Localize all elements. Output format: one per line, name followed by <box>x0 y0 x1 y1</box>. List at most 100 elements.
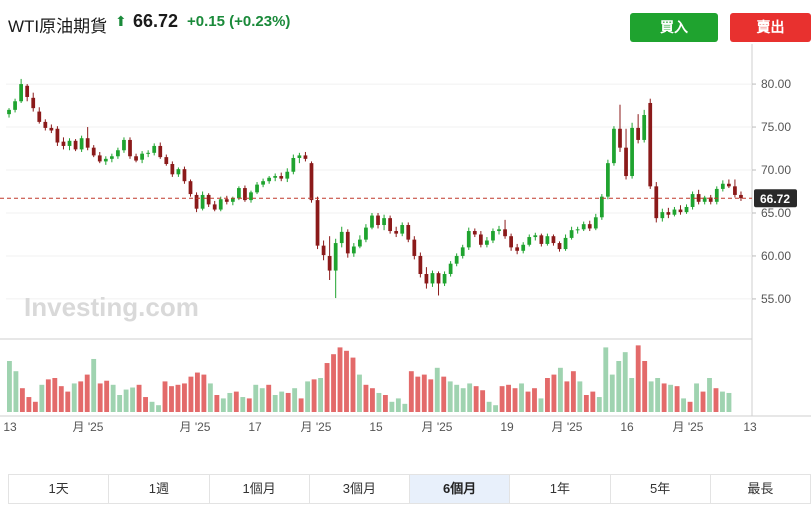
candle <box>122 137 126 153</box>
candle <box>376 212 380 229</box>
volume-bar <box>292 388 298 412</box>
volume-bar <box>389 401 395 412</box>
candle <box>279 172 284 182</box>
volume-bar <box>97 383 103 412</box>
candle <box>206 193 211 207</box>
volume-bar <box>344 350 349 412</box>
volume-bar <box>570 371 576 412</box>
candle <box>116 147 120 159</box>
candle-body <box>152 145 157 153</box>
candle-body <box>466 231 471 248</box>
y-tick-label: 55.00 <box>761 292 791 306</box>
timeframe-5[interactable]: 6個月 <box>410 475 511 503</box>
buy-button[interactable]: 買入 <box>630 13 718 42</box>
candle-body <box>720 183 725 189</box>
candlestick-chart[interactable]: Investing.com 66.72 80.00 75.00 70.00 65.00… <box>0 44 811 436</box>
candle-body <box>97 155 102 162</box>
time-axis: 13 月 '25 月 '25 17 月 '25 15 月 '25 19 月 '25 16 月 '25… <box>3 420 757 434</box>
candle <box>158 142 163 159</box>
candle <box>73 139 78 152</box>
volume-bar <box>227 392 233 412</box>
volume-bar <box>266 384 272 412</box>
volume-bar <box>415 376 421 412</box>
x-tick-label: 15 <box>369 420 383 434</box>
sell-button[interactable]: 賣出 <box>730 13 811 42</box>
candle-body <box>557 243 562 250</box>
candle <box>388 215 392 234</box>
candle <box>563 234 568 251</box>
candle <box>666 207 671 219</box>
volume-bar <box>480 390 486 412</box>
volume-bar <box>564 381 570 412</box>
last-price-tag-label: 66.72 <box>760 192 790 206</box>
volume-bar <box>259 388 265 412</box>
volume-bar <box>220 398 226 412</box>
candle-body <box>134 156 138 161</box>
candle <box>146 150 151 158</box>
x-tick-label: 月 '25 <box>552 420 583 434</box>
candle <box>714 186 719 205</box>
candle <box>243 185 247 202</box>
candle-body <box>67 140 72 146</box>
candle <box>485 237 489 248</box>
candle <box>630 122 634 179</box>
candle <box>424 267 429 289</box>
candle-body <box>351 246 356 254</box>
arrow-up-icon: ⬆ <box>115 13 127 29</box>
volume-bar <box>91 358 97 412</box>
volume-bar <box>545 378 550 412</box>
timeframe-3[interactable]: 1個月 <box>210 475 310 503</box>
candle-body <box>708 197 713 202</box>
volume-bar <box>681 398 687 412</box>
candle-body <box>303 155 308 159</box>
volume-bar <box>370 388 375 412</box>
x-tick-label: 19 <box>500 420 514 434</box>
candle-body <box>170 164 175 175</box>
timeframe-2[interactable]: 1週 <box>109 475 210 503</box>
candle <box>315 196 320 250</box>
candle <box>515 243 520 255</box>
volume-bar <box>182 383 187 412</box>
candle-body <box>497 229 501 232</box>
candle <box>533 232 538 241</box>
candle <box>140 151 144 164</box>
volume-bar <box>493 405 499 412</box>
volume-bar <box>169 386 174 412</box>
candle-body <box>684 206 689 213</box>
candle-body <box>448 263 453 274</box>
y-tick-label: 60.00 <box>761 249 791 263</box>
candle-body <box>158 145 163 158</box>
volume-bar <box>207 383 213 412</box>
candle <box>164 154 169 166</box>
candle-body <box>176 169 181 175</box>
volume-bar <box>156 405 161 412</box>
price-chart[interactable]: Investing.com 66.72 80.00 75.00 70.00 65.00… <box>0 44 811 436</box>
candle <box>273 173 278 182</box>
candle <box>412 236 417 260</box>
candle-body <box>49 127 54 131</box>
candle <box>581 221 586 232</box>
volume-bar <box>285 392 291 412</box>
candle-body <box>122 139 126 151</box>
volume-bar <box>551 374 557 412</box>
candle <box>109 153 114 163</box>
candle-body <box>460 247 465 256</box>
timeframe-8[interactable]: 最長 <box>747 481 774 496</box>
candle-body <box>454 255 459 264</box>
timeframe-7[interactable]: 5年 <box>611 475 711 503</box>
volume-bar <box>499 386 505 412</box>
volume-bar <box>713 388 719 412</box>
candle <box>497 225 501 235</box>
candle <box>55 126 60 146</box>
volume-bar <box>603 347 609 412</box>
candle-body <box>327 255 332 271</box>
timeframe-6[interactable]: 1年 <box>510 475 611 503</box>
volume-bar <box>616 361 622 412</box>
candle-body <box>606 163 610 197</box>
timeframe-4[interactable]: 3個月 <box>310 475 410 503</box>
x-tick-label: 月 '25 <box>73 420 104 434</box>
candle <box>19 78 23 103</box>
candle <box>25 84 30 102</box>
timeframe-1[interactable]: 1天 <box>9 475 110 503</box>
candle-body <box>297 155 302 158</box>
